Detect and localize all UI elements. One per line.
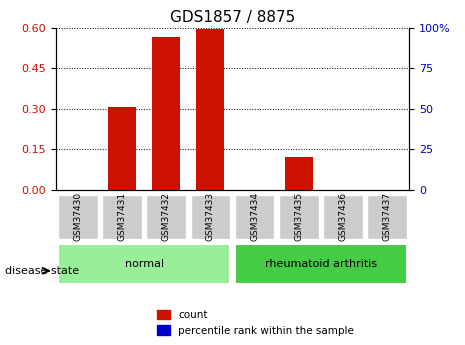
Title: GDS1857 / 8875: GDS1857 / 8875 [170, 10, 295, 25]
FancyBboxPatch shape [191, 195, 230, 239]
Text: GSM37431: GSM37431 [118, 193, 126, 242]
FancyBboxPatch shape [279, 195, 319, 239]
FancyBboxPatch shape [323, 195, 363, 239]
Text: GSM37434: GSM37434 [250, 193, 259, 242]
Text: normal: normal [125, 259, 164, 269]
Text: GSM37436: GSM37436 [339, 193, 347, 242]
Text: GSM37430: GSM37430 [73, 193, 82, 242]
Bar [197, 29, 224, 190]
Bar [153, 37, 180, 190]
FancyBboxPatch shape [235, 244, 407, 284]
Legend: count, percentile rank within the sample: count, percentile rank within the sample [153, 306, 358, 340]
FancyBboxPatch shape [235, 195, 274, 239]
Text: GSM37435: GSM37435 [294, 193, 303, 242]
Text: GSM37432: GSM37432 [162, 193, 171, 242]
FancyBboxPatch shape [367, 195, 407, 239]
Text: GSM37433: GSM37433 [206, 193, 215, 242]
Bar [108, 107, 136, 190]
FancyBboxPatch shape [146, 195, 186, 239]
Text: disease state: disease state [5, 266, 79, 276]
Bar [285, 157, 312, 190]
FancyBboxPatch shape [58, 244, 230, 284]
Text: rheumatoid arthritis: rheumatoid arthritis [265, 259, 377, 269]
FancyBboxPatch shape [58, 195, 98, 239]
Text: GSM37437: GSM37437 [383, 193, 392, 242]
FancyBboxPatch shape [102, 195, 142, 239]
